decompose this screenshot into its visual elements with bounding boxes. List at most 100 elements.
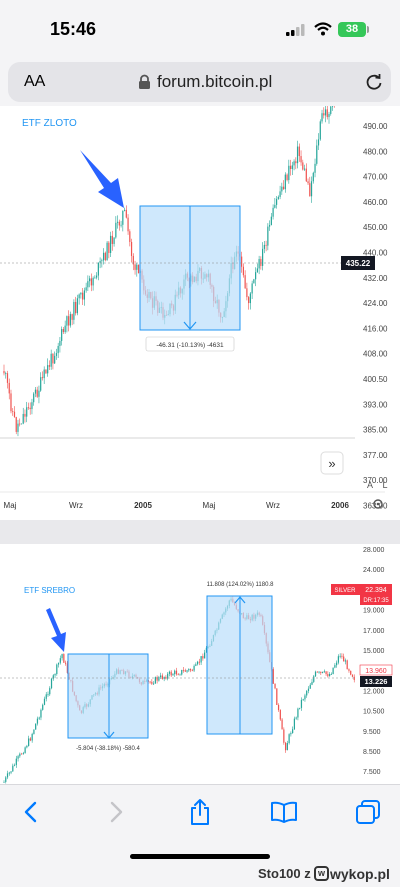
gold-candle-body [82,292,84,300]
silver-candle-body [313,676,315,682]
silver-candle-body [300,699,303,708]
gold-candle-body [40,377,42,391]
gold-candle-body [68,316,70,326]
gold-candle-body [71,314,73,320]
silver-measure-arrowhead-down [103,731,115,739]
gold-chart-label: ETF ZLOTO [22,118,77,129]
silver-candle-body [350,670,352,675]
browser-toolbar [0,784,400,887]
text-size-button[interactable]: AA [24,73,46,90]
gold-candle-body [316,145,318,164]
gold-candle-body [248,297,250,304]
chevron-right-icon [110,801,123,823]
gold-candle-body [258,259,260,269]
address-bar[interactable]: AA forum.bitcoin.pl [8,62,391,102]
silver-price-tick: 17.000 [363,628,385,635]
log-scale-button[interactable]: L [382,480,387,490]
gold-candle-body [330,106,332,114]
silver-candle-body [309,684,311,689]
gold-candle-body [286,174,288,181]
gold-price-tick: 416.00 [363,324,388,333]
gold-price-tick: 490.00 [363,122,388,131]
silver-candle-body [337,656,340,663]
gold-candle-body [272,207,274,217]
gold-candle-body [312,172,314,182]
home-indicator [130,854,270,859]
silver-candle-body [175,670,178,675]
silver-candle-body [325,671,327,675]
scroll-to-realtime-button[interactable] [320,451,344,475]
silver-candle-body [311,681,313,685]
silver-candle-body [181,669,183,675]
forward-button[interactable] [97,795,137,829]
gold-etf-chart[interactable]: -46.31 (-10.13%) -4631 ETF ZLOTO 490.00 4… [0,106,400,520]
gold-candle-body [92,277,94,286]
silver-candle-body [6,773,9,778]
silver-price-tick: 8.500 [363,749,381,756]
chart-settings-icon[interactable] [373,499,383,509]
gold-candle-body [307,181,309,184]
silver-candle-body [346,660,348,670]
gold-candle-body [31,402,33,410]
silver-candle-body [281,719,283,730]
gold-candle-body [95,275,98,278]
gold-candle-body [314,163,316,173]
gold-candle-body [288,165,290,181]
silver-candle-body [188,668,190,671]
silver-etf-chart[interactable]: -5.804 (-38.18%) -580.4 11.808 (124.02%)… [0,544,400,784]
silver-candle-body [314,671,317,677]
gold-candle-body [261,248,264,266]
gold-candle-body [134,264,136,270]
silver-candle-body [177,674,179,676]
gold-candle-body [122,210,124,225]
gold-candle-body [298,146,300,157]
silver-candle-body [274,683,276,689]
silver-candle-body [186,670,188,672]
silver-price-tick: 10.500 [363,709,385,716]
silver-candle-body [160,675,162,677]
reload-icon[interactable] [364,72,384,92]
silver-candle-body [22,753,24,755]
gold-candle-body [54,355,56,364]
gold-chart-svg: -46.31 (-10.13%) -4631 ETF ZLOTO 490.004… [0,106,388,511]
gold-candle-body [33,393,35,403]
gold-candle-body [291,165,293,170]
watermark-sep: z [304,866,311,881]
gold-candle-body [331,106,334,107]
silver-tag-countdown: DR:17:35 [363,598,389,604]
tabs-button[interactable] [348,795,388,829]
silver-candle-body [10,771,12,773]
silver-candle-body [304,695,306,700]
gold-candle-body [260,259,262,266]
url-text[interactable]: forum.bitcoin.pl [157,72,273,91]
silver-candle-body [193,665,195,671]
gold-candle-body [38,390,40,397]
silver-candle-body [330,673,332,675]
gold-candle-body [19,423,21,425]
back-button[interactable] [10,795,50,829]
silver-candle-body [353,676,355,681]
gold-annotation-arrow [80,150,124,208]
silver-candle-body [26,745,28,748]
silver-candle-body [288,734,290,744]
gold-candle-body [102,252,105,261]
gold-candle-body [253,279,255,284]
silver-candle-body [42,704,44,710]
silver-candle-body [47,694,49,696]
gold-candle-body [47,365,49,374]
silver-candle-body [28,738,30,746]
gold-candle-body [130,241,133,256]
silver-line-price: 13.960 [365,668,387,675]
gold-candle-body [48,365,51,367]
gold-time-axis: Maj Wrz 2005 Maj Wrz 2006 [4,501,350,510]
gold-candle-body [15,417,17,432]
auto-scale-button[interactable]: A [367,480,373,490]
silver-candle-body [174,670,176,675]
share-button[interactable] [180,795,220,829]
gold-candle-body [282,186,285,190]
gold-candle-body [284,174,286,190]
gold-candle-body [99,261,101,263]
bookmarks-button[interactable] [264,795,304,829]
gold-candle-body [6,373,9,383]
silver-candle-body [272,669,274,684]
